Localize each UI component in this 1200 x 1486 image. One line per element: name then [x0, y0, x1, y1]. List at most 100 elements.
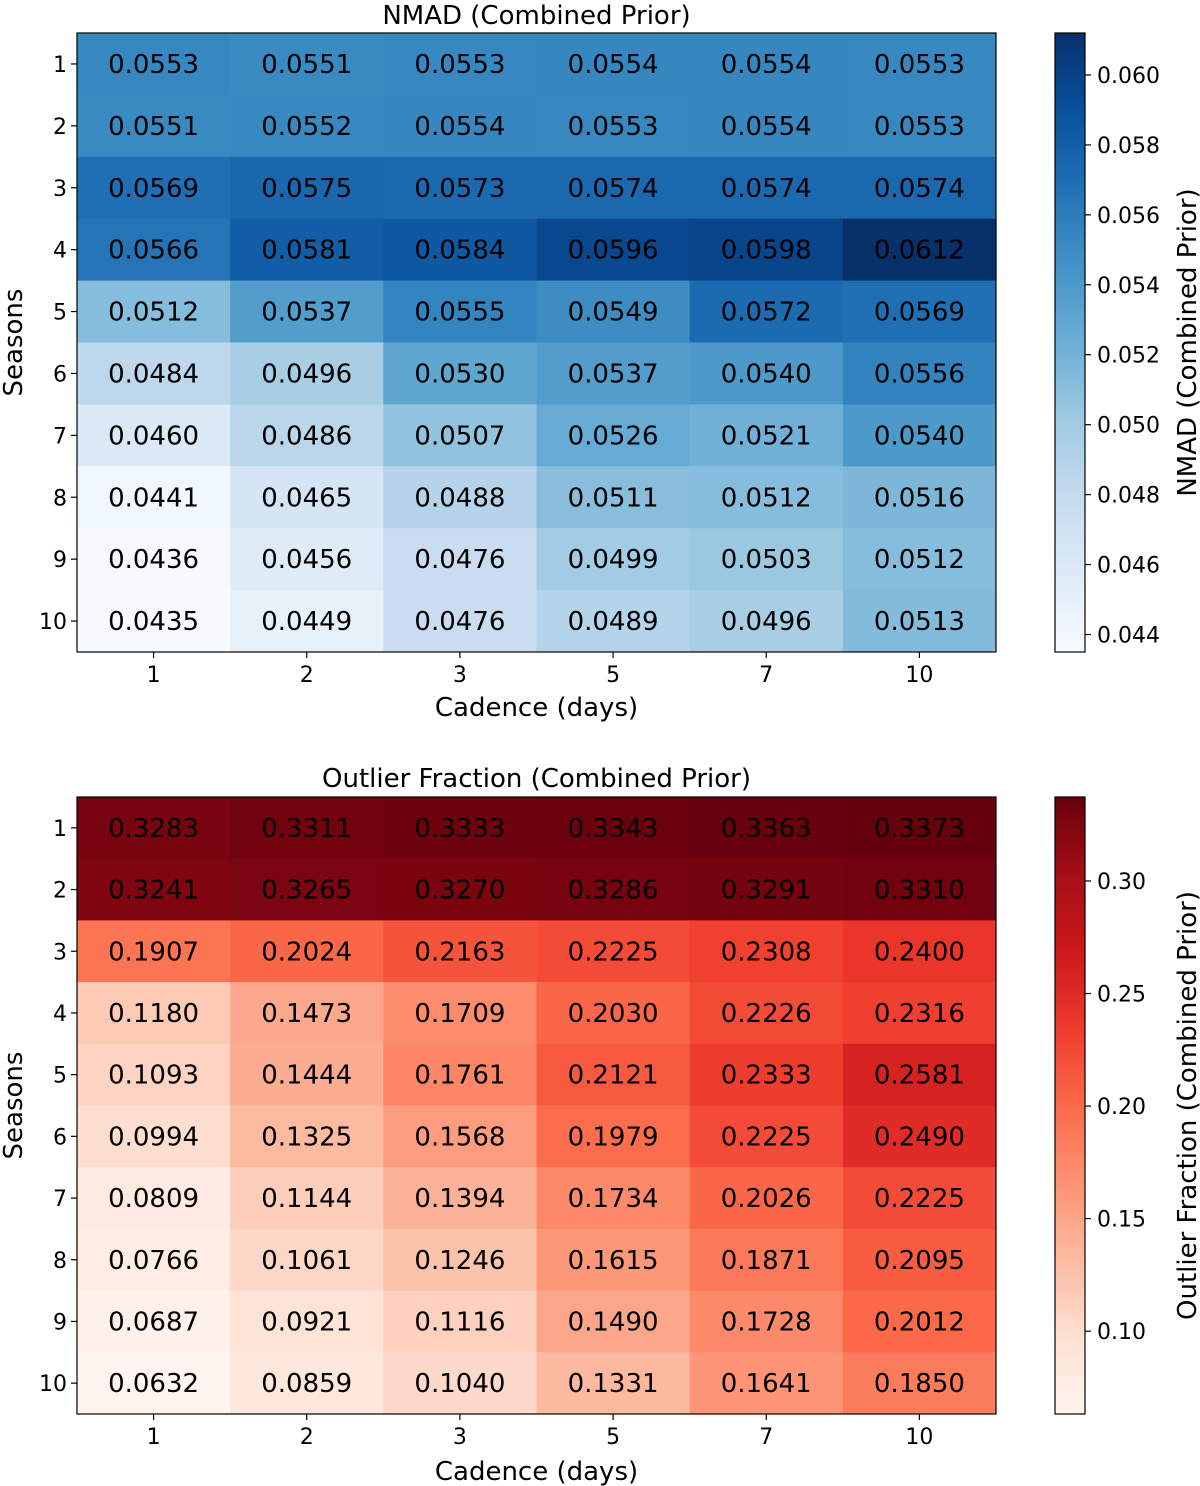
y-tick-label: 7	[53, 1187, 67, 1212]
cell-value-label: 0.3363	[721, 814, 812, 844]
y-tick-label: 9	[53, 1310, 67, 1335]
cell-value-label: 0.3270	[414, 876, 505, 906]
cell-value-label: 0.0554	[721, 50, 812, 80]
colorbar-tick-label: 0.052	[1097, 344, 1160, 369]
cell-value-label: 0.0552	[261, 112, 352, 142]
cell-value-label: 0.0572	[721, 298, 812, 328]
x-tick-label: 5	[606, 1425, 620, 1450]
cell-value-label: 0.0766	[108, 1246, 199, 1276]
colorbar-tick-label: 0.046	[1097, 554, 1160, 579]
cell-value-label: 0.0632	[108, 1369, 199, 1399]
cell-value-label: 0.0994	[108, 1122, 199, 1152]
cell-value-label: 0.0526	[568, 421, 659, 451]
cell-value-label: 0.1180	[108, 999, 199, 1029]
cell-value-label: 0.0581	[261, 236, 352, 266]
chart-title: NMAD (Combined Prior)	[382, 1, 690, 31]
cell-value-label: 0.2121	[568, 1061, 659, 1091]
cell-value-label: 0.2581	[874, 1061, 965, 1091]
cell-value-label: 0.1615	[568, 1246, 659, 1276]
chart-title: Outlier Fraction (Combined Prior)	[322, 764, 751, 794]
cell-value-label: 0.0569	[874, 298, 965, 328]
y-tick-label: 7	[53, 424, 67, 449]
y-axis-label: Seasons	[0, 289, 29, 397]
y-tick-label: 4	[53, 1002, 67, 1027]
colorbar-tick-label: 0.050	[1097, 414, 1160, 439]
cell-value-label: 0.0512	[874, 545, 965, 575]
y-tick-label: 2	[53, 879, 67, 904]
cell-value-label: 0.0569	[108, 174, 199, 204]
cell-value-label: 0.0476	[414, 607, 505, 637]
cell-value-label: 0.0503	[721, 545, 812, 575]
cell-value-label: 0.1473	[261, 999, 352, 1029]
y-tick-label: 2	[53, 115, 67, 140]
cell-value-label: 0.3333	[414, 814, 505, 844]
cell-value-label: 0.0512	[108, 298, 199, 328]
cell-value-label: 0.0496	[721, 607, 812, 637]
cell-value-label: 0.0456	[261, 545, 352, 575]
y-tick-label: 5	[53, 301, 67, 326]
x-tick-label: 1	[147, 1425, 161, 1450]
cell-value-label: 0.0512	[721, 483, 812, 513]
cell-value-label: 0.0489	[568, 607, 659, 637]
cell-value-label: 0.2163	[414, 937, 505, 967]
cell-value-label: 0.1871	[721, 1246, 812, 1276]
cell-value-label: 0.0436	[108, 545, 199, 575]
cell-value-label: 0.2225	[721, 1122, 812, 1152]
x-axis-label: Cadence (days)	[435, 1457, 638, 1486]
cell-value-label: 0.2400	[874, 937, 965, 967]
cell-value-label: 0.0551	[108, 112, 199, 142]
cell-value-label: 0.0540	[721, 359, 812, 389]
cell-value-label: 0.2095	[874, 1246, 965, 1276]
cell-value-label: 0.1061	[261, 1246, 352, 1276]
cell-value-label: 0.1568	[414, 1122, 505, 1152]
x-axis-label: Cadence (days)	[435, 693, 638, 723]
cell-value-label: 0.0465	[261, 483, 352, 513]
cell-value-label: 0.0507	[414, 421, 505, 451]
cell-value-label: 0.0435	[108, 607, 199, 637]
cell-value-label: 0.0554	[568, 50, 659, 80]
cell-value-label: 0.1246	[414, 1246, 505, 1276]
cell-value-label: 0.1907	[108, 937, 199, 967]
cell-value-label: 0.0516	[874, 483, 965, 513]
cell-value-label: 0.0575	[261, 174, 352, 204]
cell-value-label: 0.0596	[568, 236, 659, 266]
cell-value-label: 0.1850	[874, 1369, 965, 1399]
cell-value-label: 0.1761	[414, 1061, 505, 1091]
cell-value-label: 0.1394	[414, 1184, 505, 1214]
cell-value-label: 0.0530	[414, 359, 505, 389]
cell-value-label: 0.1734	[568, 1184, 659, 1214]
y-tick-label: 3	[53, 177, 67, 202]
x-tick-label: 3	[453, 1425, 467, 1450]
cell-value-label: 0.0540	[874, 421, 965, 451]
cell-value-label: 0.2490	[874, 1122, 965, 1152]
cell-value-label: 0.2225	[568, 937, 659, 967]
cell-value-label: 0.3311	[261, 814, 352, 844]
x-tick-label: 1	[147, 663, 161, 688]
colorbar-tick-label: 0.058	[1097, 134, 1160, 159]
cell-value-label: 0.0449	[261, 607, 352, 637]
cell-value-label: 0.0554	[721, 112, 812, 142]
cell-value-label: 0.0573	[414, 174, 505, 204]
x-tick-label: 7	[759, 663, 773, 688]
x-tick-label: 10	[905, 663, 933, 688]
cell-value-label: 0.0486	[261, 421, 352, 451]
cell-value-label: 0.3373	[874, 814, 965, 844]
cell-value-label: 0.0476	[414, 545, 505, 575]
y-tick-label: 10	[39, 610, 67, 635]
cell-value-label: 0.0551	[261, 50, 352, 80]
colorbar-tick-label: 0.056	[1097, 204, 1160, 229]
y-tick-label: 1	[53, 53, 67, 78]
x-tick-label: 2	[300, 663, 314, 688]
cell-value-label: 0.3241	[108, 876, 199, 906]
cell-value-label: 0.0441	[108, 483, 199, 513]
cell-value-label: 0.1144	[261, 1184, 352, 1214]
colorbar-tick-label: 0.30	[1097, 870, 1146, 895]
cell-value-label: 0.1490	[568, 1307, 659, 1337]
colorbar-tick-label: 0.10	[1097, 1320, 1146, 1345]
cell-value-label: 0.2333	[721, 1061, 812, 1091]
y-tick-label: 10	[39, 1372, 67, 1397]
cell-value-label: 0.2225	[874, 1184, 965, 1214]
cell-value-label: 0.0553	[568, 112, 659, 142]
cell-value-label: 0.1325	[261, 1122, 352, 1152]
cell-value-label: 0.2316	[874, 999, 965, 1029]
